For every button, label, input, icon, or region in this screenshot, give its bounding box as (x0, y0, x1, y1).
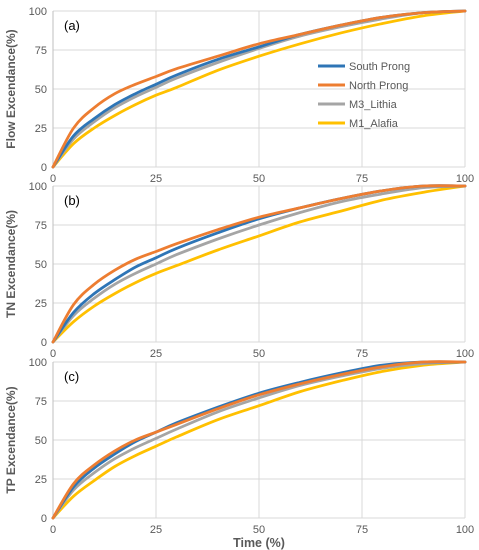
y-tick-label: 100 (29, 6, 47, 18)
x-tick-label: 75 (356, 524, 368, 536)
x-tick-label: 75 (356, 173, 368, 185)
x-tick-label: 75 (356, 348, 368, 360)
series-line-m3-lithia (51, 360, 467, 520)
y-tick-label: 100 (29, 181, 47, 193)
panel-label: (a) (64, 18, 80, 33)
series-line-m1-alafia (51, 9, 467, 169)
x-tick-label: 0 (50, 348, 56, 360)
y-tick-label: 75 (35, 220, 47, 232)
legend-label: M1_Alafia (349, 118, 399, 130)
x-tick-label: 100 (456, 173, 474, 185)
panel-1: 0 25 50 75 100 0 25 50 75 100 Flow Excendance(%) (a… (4, 6, 474, 185)
y-tick-label: 50 (35, 435, 47, 447)
series-line-north-prong (51, 9, 467, 169)
series-line-m1-alafia (51, 184, 467, 344)
series-line-south-prong (51, 360, 467, 520)
x-tick-label: 25 (150, 173, 162, 185)
x-tick-label: 50 (253, 524, 265, 536)
y-tick-label: 25 (35, 474, 47, 486)
x-tick-label: 25 (150, 348, 162, 360)
y-tick-label: 100 (29, 357, 47, 369)
panel-label: (b) (64, 193, 80, 208)
y-tick-label: 50 (35, 259, 47, 271)
series-line-m1-alafia (51, 360, 467, 520)
x-tick-label: 0 (50, 173, 56, 185)
y-tick-label: 25 (35, 298, 47, 310)
y-tick-label: 25 (35, 123, 47, 135)
y-axis-label: TN Excendance(%) (4, 210, 18, 318)
y-axis-label: Flow Excendance(%) (4, 29, 18, 148)
x-tick-label: 100 (456, 348, 474, 360)
x-tick-label: 0 (50, 524, 56, 536)
legend: South Prong North Prong M3_Lithia M1_Alafia (318, 61, 410, 130)
y-tick-label: 0 (41, 513, 47, 525)
legend-label: M3_Lithia (349, 99, 398, 111)
y-axis-label: TP Excendance(%) (4, 386, 18, 493)
panel-2: 0 25 50 75 100 0 25 50 75 100 TN Excendance(%) (b) (4, 181, 474, 360)
series-line-north-prong (51, 360, 467, 520)
x-axis-label: Time (%) (233, 536, 285, 550)
legend-label: North Prong (349, 80, 408, 92)
x-tick-label: 50 (253, 173, 265, 185)
series-line-north-prong (51, 184, 467, 344)
panel-label: (c) (64, 369, 79, 384)
x-tick-label: 100 (456, 524, 474, 536)
y-tick-label: 75 (35, 396, 47, 408)
y-tick-label: 75 (35, 45, 47, 57)
y-tick-label: 0 (41, 162, 47, 174)
series-line-m3-lithia (51, 184, 467, 344)
series-line-m3-lithia (51, 9, 467, 169)
x-tick-label: 50 (253, 348, 265, 360)
panel-3: 0 25 50 75 100 0 25 50 75 100 TP Excendance(%) (c) T… (4, 357, 474, 550)
legend-label: South Prong (349, 61, 410, 73)
y-tick-label: 50 (35, 84, 47, 96)
x-tick-label: 25 (150, 524, 162, 536)
y-tick-label: 0 (41, 337, 47, 349)
